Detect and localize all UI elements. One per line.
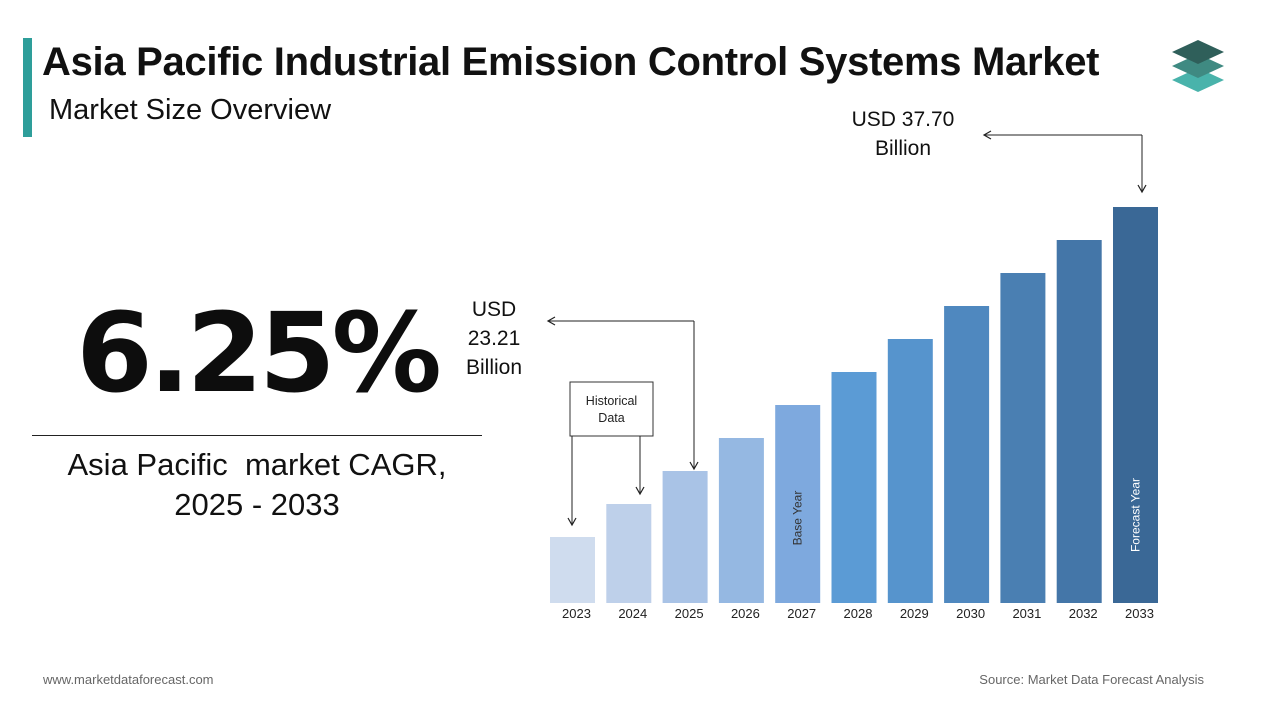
bars-group: Base Year Forecast Year — [550, 207, 1158, 603]
start-value-amount: 23.21 — [468, 327, 521, 350]
bar-2029 — [887, 339, 933, 603]
bar-2031 — [1000, 273, 1046, 603]
year-labels-group: 2023 2024 2025 2026 2027 2028 2029 2030 2031 2032… — [562, 606, 1154, 621]
bar-2025 — [662, 471, 708, 603]
bar-2023 — [550, 537, 595, 603]
historical-data-box — [569, 381, 654, 437]
bar-label-2027: Base Year — [791, 491, 805, 546]
logo-layer-middle — [1172, 54, 1224, 78]
bar-2024 — [606, 504, 652, 603]
cagr-label: Asia Pacific market CAGR, 2025 - 2033 — [20, 445, 494, 525]
historical-label-line2: Data — [598, 411, 624, 425]
start-value-currency: USD — [472, 298, 516, 321]
year-label-2028: 2028 — [844, 606, 873, 621]
historical-label-line1: Historical — [586, 394, 637, 408]
page-subtitle: Market Size Overview — [49, 94, 332, 126]
footer-website: www.marketdataforecast.com — [43, 672, 214, 687]
brand-logo-icon — [1172, 40, 1224, 92]
year-label-2025: 2025 — [675, 606, 704, 621]
year-label-2024: 2024 — [618, 606, 647, 621]
bar-label-2033: Forecast Year — [1129, 478, 1143, 552]
bar-2030 — [944, 306, 990, 603]
year-label-2026: 2026 — [731, 606, 760, 621]
bar-2032 — [1056, 240, 1102, 603]
title-accent-bar — [23, 38, 32, 137]
cagr-divider — [32, 435, 482, 436]
logo-layer-bottom — [1172, 68, 1224, 92]
end-value-unit: Billion — [875, 137, 931, 160]
page-title: Asia Pacific Industrial Emission Control… — [42, 40, 1100, 84]
logo-layer-top — [1172, 40, 1224, 64]
start-value-unit: Billion — [466, 356, 522, 379]
year-label-2029: 2029 — [900, 606, 929, 621]
cagr-value: 6.25% — [76, 289, 442, 417]
year-label-2027: 2027 — [787, 606, 816, 621]
year-label-2032: 2032 — [1069, 606, 1098, 621]
bar-2033 — [1113, 207, 1158, 603]
year-label-2031: 2031 — [1012, 606, 1041, 621]
cagr-label-line1: Asia Pacific market CAGR, — [67, 447, 447, 482]
year-label-2030: 2030 — [956, 606, 985, 621]
footer-source: Source: Market Data Forecast Analysis — [979, 672, 1204, 687]
year-label-2023: 2023 — [562, 606, 591, 621]
bar-2026 — [718, 438, 764, 603]
end-value-amount: USD 37.70 — [852, 108, 955, 131]
bar-2028 — [831, 372, 877, 603]
year-label-2033: 2033 — [1125, 606, 1154, 621]
bar-2027 — [775, 405, 821, 603]
cagr-label-line2: 2025 - 2033 — [174, 487, 340, 522]
